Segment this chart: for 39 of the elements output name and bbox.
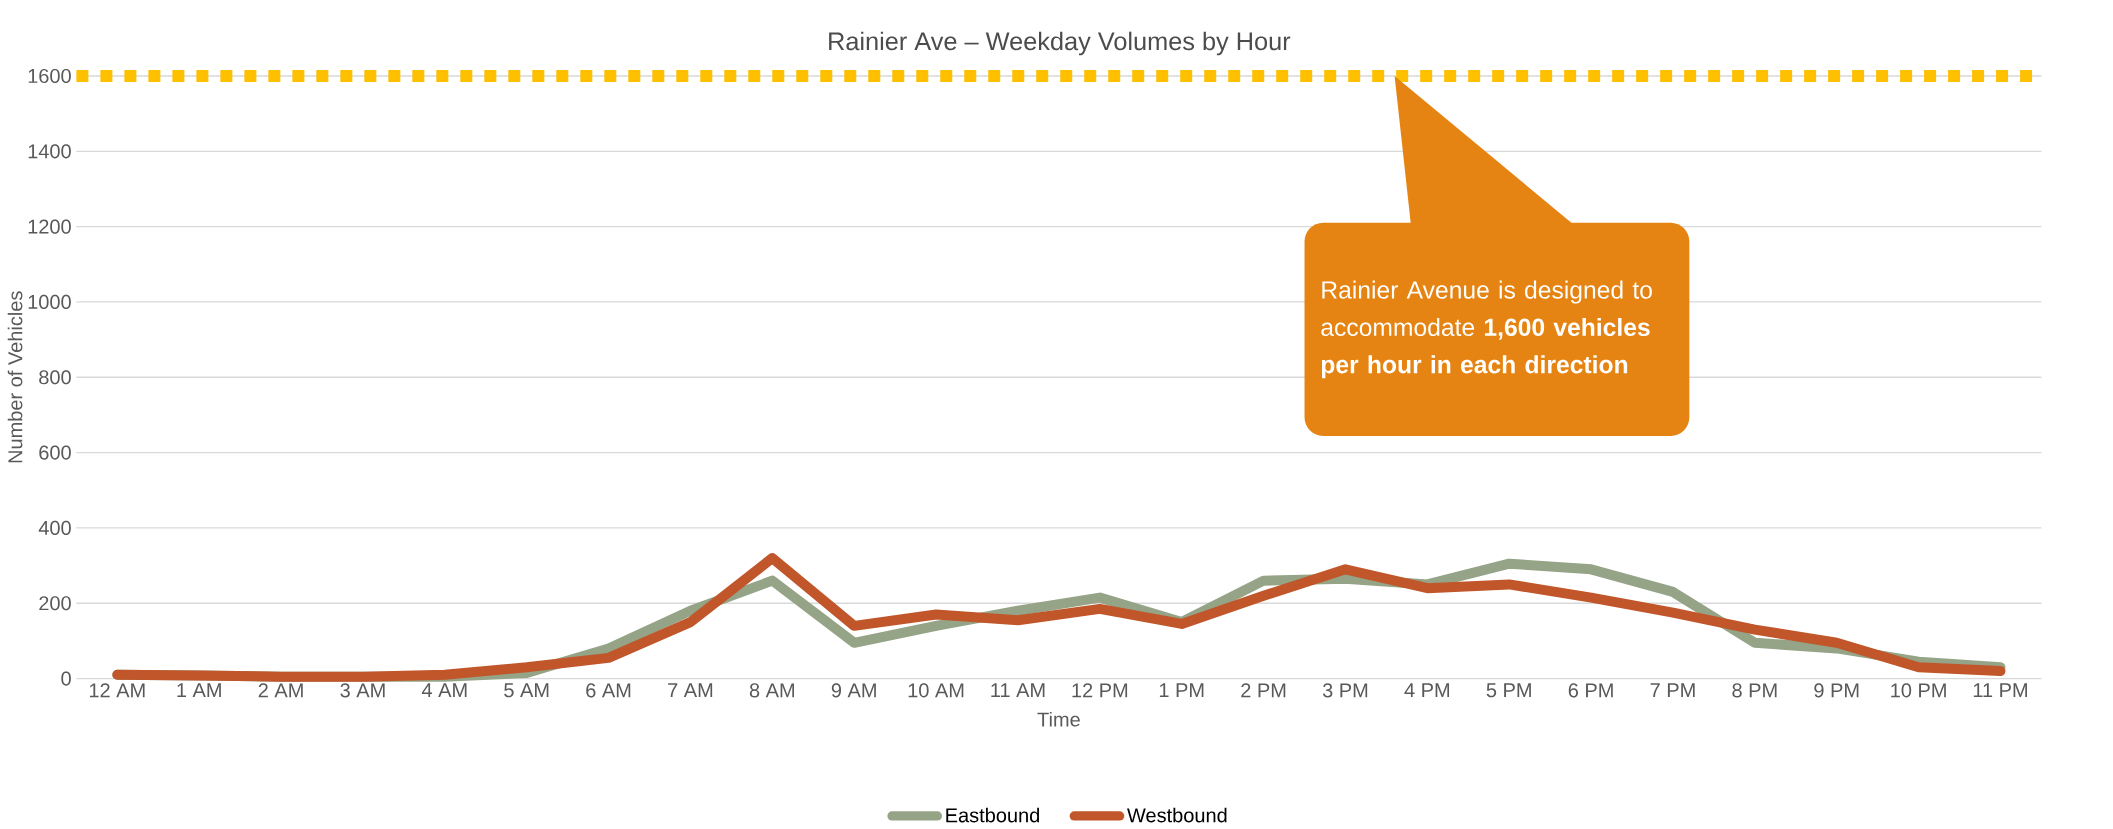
x-tick-label: 3 PM: [1322, 683, 1368, 698]
x-tick-label: 10 PM: [1891, 683, 1946, 698]
legend-label: Westbound: [1127, 807, 1227, 823]
x-tick-label: 8 AM: [749, 683, 794, 698]
y-tick-label: 0: [61, 671, 71, 686]
y-tick-label: 1200: [28, 219, 71, 234]
y-tick-label: 1000: [28, 294, 71, 309]
x-tick-label: 10 AM: [908, 683, 964, 698]
x-tick-label: 1 PM: [1159, 683, 1204, 697]
legend-label: Eastbound: [946, 807, 1040, 823]
x-tick-label: 12 AM: [89, 683, 145, 698]
x-tick-label: 6 AM: [586, 683, 631, 698]
x-tick-label: 2 AM: [258, 683, 303, 698]
y-tick-label: 1400: [28, 144, 71, 159]
annotation: Rainier Avenue is designed to accommodate 1,600 vehicles per hour in each direction: [1321, 280, 1652, 379]
x-tick-label: 8 PM: [1732, 683, 1777, 698]
x-axis-title: Time: [1037, 711, 1080, 727]
x-tick-label: 4 AM: [421, 683, 467, 697]
x-tick-label: 9 AM: [831, 683, 876, 698]
y-axis-title: Number of Vehicles: [7, 291, 23, 463]
y-tick-label: 600: [39, 445, 71, 460]
chart-title: Rainier Ave – Weekday Volumes by Hour: [829, 31, 1291, 56]
x-tick-label: 3 AM: [340, 683, 385, 698]
x-tick-label: 6 PM: [1568, 683, 1613, 698]
y-tick-label: 400: [38, 520, 71, 535]
y-tick-label: 200: [39, 596, 71, 611]
x-tick-label: 11 AM: [991, 683, 1045, 697]
y-tick-label: 1600: [28, 68, 71, 83]
y-tick-label: 800: [39, 370, 71, 385]
x-tick-label: 7 PM: [1650, 683, 1695, 697]
x-tick-label: 11 PM: [1973, 683, 2027, 697]
x-tick-label: 4 PM: [1404, 683, 1450, 697]
x-tick-label: 2 PM: [1241, 683, 1286, 698]
x-tick-label: 5 AM: [504, 683, 549, 698]
x-tick-label: 1 AM: [177, 683, 221, 697]
x-tick-label: 5 PM: [1486, 683, 1531, 698]
x-tick-label: 9 PM: [1814, 683, 1859, 698]
x-tick-label: 12 PM: [1072, 683, 1128, 698]
x-tick-label: 7 AM: [668, 683, 713, 697]
